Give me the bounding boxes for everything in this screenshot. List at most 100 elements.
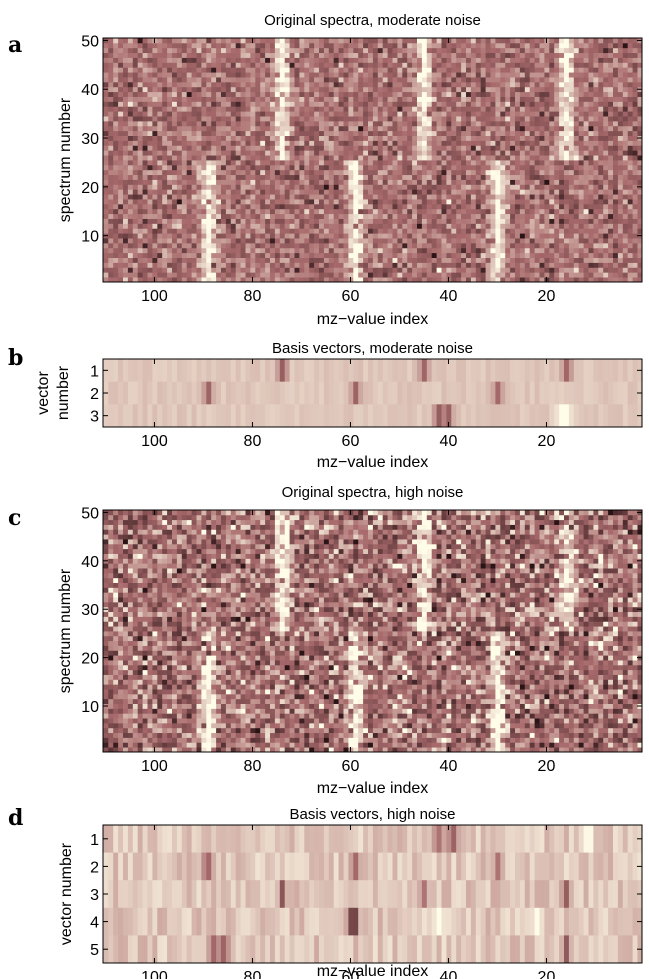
heatmap-cell: [357, 81, 364, 88]
heatmap-cell: [392, 120, 398, 127]
heatmap-cell: [627, 62, 633, 68]
heatmap-cell: [372, 189, 378, 195]
heatmap-cell: [455, 228, 462, 234]
heatmap-cell: [411, 233, 417, 239]
heatmap-cell: [372, 169, 378, 176]
heatmap-cell: [573, 208, 579, 215]
heatmap-cell: [446, 57, 452, 63]
heatmap-cell: [225, 257, 231, 263]
heatmap-cell: [553, 72, 560, 78]
heatmap-cell: [142, 267, 148, 273]
heatmap-cell: [602, 130, 609, 136]
heatmap-cell: [514, 223, 520, 229]
heatmap-cell: [524, 145, 530, 151]
heatmap-cell: [529, 277, 535, 283]
heatmap-cell: [617, 203, 623, 210]
heatmap-cell: [205, 145, 212, 151]
heatmap-cell: [230, 199, 236, 205]
heatmap-cell: [127, 164, 133, 171]
heatmap-cell: [303, 257, 310, 263]
heatmap-cell: [240, 91, 246, 97]
heatmap-cell: [534, 96, 540, 102]
heatmap-cell: [264, 91, 270, 97]
heatmap-cell: [279, 189, 285, 195]
heatmap-cell: [597, 106, 604, 112]
heatmap-cell: [514, 238, 520, 244]
heatmap-cell: [421, 67, 427, 73]
heatmap-cell: [274, 223, 280, 229]
heatmap-cell: [416, 213, 422, 219]
heatmap-cell: [441, 233, 447, 239]
heatmap-cell: [127, 150, 133, 156]
heatmap-cell: [284, 150, 290, 156]
heatmap-cell: [411, 130, 417, 136]
heatmap-cell: [431, 208, 437, 215]
heatmap-cell: [186, 169, 192, 176]
heatmap-cell: [161, 218, 168, 224]
heatmap-cell: [480, 160, 486, 166]
heatmap-cell: [470, 62, 476, 68]
heatmap-cell: [289, 155, 295, 161]
heatmap-cell: [544, 120, 550, 127]
heatmap-cell: [377, 223, 383, 229]
heatmap-cell: [357, 238, 364, 244]
heatmap-cell: [279, 228, 285, 234]
heatmap-cell: [372, 208, 378, 215]
heatmap-cell: [490, 257, 496, 263]
heatmap-cell: [186, 91, 192, 97]
heatmap-cell: [259, 106, 266, 112]
heatmap-cell: [348, 174, 354, 180]
heatmap-cell: [357, 77, 364, 83]
heatmap-cell: [416, 179, 422, 185]
heatmap-cell: [215, 106, 221, 112]
heatmap-cell: [156, 257, 163, 263]
heatmap-cell: [294, 194, 300, 200]
heatmap-cell: [240, 267, 246, 273]
heatmap-cell: [112, 125, 119, 132]
heatmap-cell: [333, 208, 339, 215]
heatmap-cell: [254, 77, 261, 83]
heatmap-cell: [122, 155, 128, 161]
heatmap-cell: [225, 233, 231, 239]
heatmap-cell: [441, 57, 447, 63]
heatmap-cell: [318, 135, 324, 141]
heatmap-cell: [245, 62, 251, 68]
heatmap-cell: [588, 179, 594, 185]
heatmap-cell: [308, 257, 315, 263]
heatmap-cell: [534, 189, 540, 195]
heatmap-cell: [392, 262, 398, 268]
heatmap-cell: [107, 150, 114, 156]
heatmap-cell: [362, 72, 368, 78]
heatmap-cell: [343, 179, 349, 185]
heatmap-cell: [632, 184, 638, 190]
heatmap-cell: [514, 125, 520, 132]
heatmap-cell: [578, 194, 584, 200]
heatmap-cell: [235, 203, 241, 210]
heatmap-cell: [225, 106, 231, 112]
heatmap-cell: [382, 145, 388, 151]
heatmap-cell: [441, 164, 447, 171]
heatmap-cell: [431, 184, 437, 190]
heatmap-cell: [171, 194, 177, 200]
heatmap-cell: [259, 91, 266, 97]
heatmap-cell: [171, 262, 177, 268]
heatmap-cell: [519, 208, 525, 215]
heatmap-cell: [313, 199, 319, 205]
heatmap-cell: [230, 277, 236, 283]
heatmap-cell: [450, 164, 457, 171]
heatmap-cell: [411, 145, 417, 151]
heatmap-cell: [450, 106, 457, 112]
heatmap-cell: [411, 174, 417, 180]
heatmap-cell: [142, 140, 148, 146]
heatmap-cell: [289, 277, 295, 283]
heatmap-cell: [387, 155, 393, 161]
heatmap-cell: [343, 174, 349, 180]
heatmap-cell: [426, 81, 432, 88]
heatmap-cell: [240, 189, 246, 195]
heatmap-cell: [269, 140, 275, 146]
heatmap-cell: [558, 77, 564, 83]
heatmap-cell: [161, 267, 168, 273]
heatmap-cell: [539, 242, 545, 249]
heatmap-cell: [308, 272, 315, 278]
heatmap-cell: [103, 213, 109, 219]
